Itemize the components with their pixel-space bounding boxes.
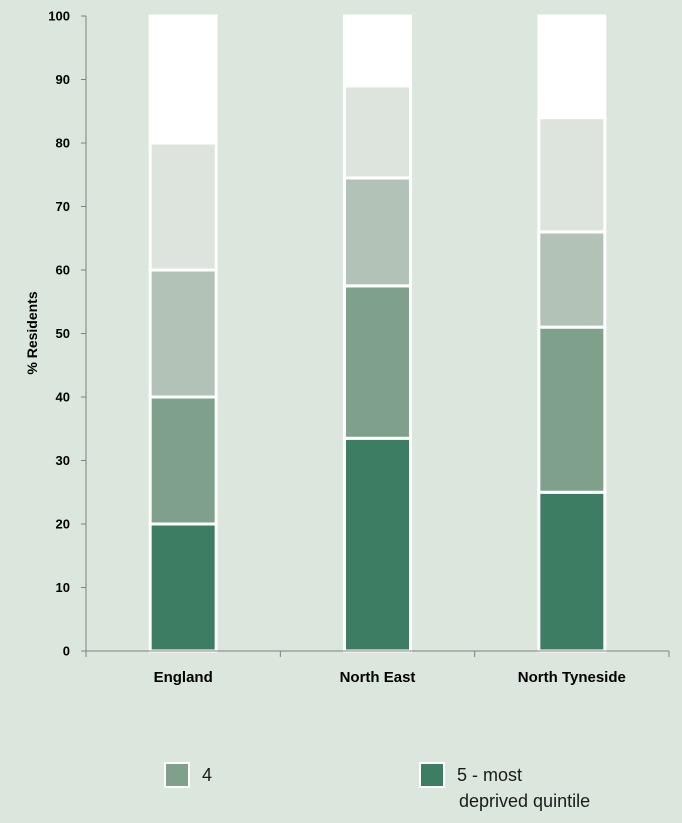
x-ticks: England North East North Tyneside	[85, 651, 670, 686]
y-tick-label: 0	[63, 644, 70, 659]
bar-segment	[537, 490, 607, 653]
legend-swatch-5	[419, 762, 445, 788]
x-category-label: North East	[340, 669, 416, 686]
bar-segment	[343, 176, 412, 288]
bar-segment	[537, 14, 607, 120]
bar-segment	[343, 14, 412, 88]
stacked-bar-chart: 0 10 20 30 40 50 60 70 80 90 100 England North East…	[24, 9, 670, 686]
y-tick-label: 90	[56, 72, 70, 87]
bar-segment	[148, 522, 218, 653]
y-tick-label: 30	[56, 453, 70, 468]
legend-swatch-4	[164, 762, 190, 788]
legend-item-4: 4	[164, 762, 212, 788]
y-tick-label: 50	[56, 326, 70, 341]
bar-segment	[537, 325, 607, 494]
legend-item-5: 5 - most deprived quintile	[419, 762, 590, 814]
y-tick-label: 20	[56, 517, 70, 532]
bar-segment	[148, 14, 218, 145]
bar-segment	[148, 395, 218, 526]
bar-segment	[148, 141, 218, 272]
bar-segment	[343, 436, 412, 653]
y-tick-label: 10	[56, 580, 70, 595]
bars-layer	[148, 14, 607, 653]
y-tick-label: 60	[56, 263, 70, 278]
bar-segment	[537, 116, 607, 234]
bar-segment	[537, 230, 607, 329]
y-axis-title: % Residents	[24, 291, 40, 374]
legend-label-4: 4	[202, 765, 213, 785]
bar-segment	[148, 268, 218, 399]
legend: 4 5 - most deprived quintile	[0, 762, 682, 823]
x-category-label: North Tyneside	[518, 669, 626, 686]
y-tick-label: 80	[56, 136, 70, 151]
y-tick-label: 40	[56, 390, 70, 405]
legend-label-5-line1: 5 - most	[457, 765, 523, 785]
y-tick-label: 100	[48, 9, 70, 24]
bar-segment	[343, 84, 412, 180]
y-tick-label: 70	[56, 199, 70, 214]
y-ticks: 0 10 20 30 40 50 60 70 80 90 100	[48, 9, 86, 659]
bar-segment	[343, 284, 412, 440]
legend-label-5-line2: deprived quintile	[459, 791, 591, 811]
x-category-label: England	[154, 669, 213, 686]
